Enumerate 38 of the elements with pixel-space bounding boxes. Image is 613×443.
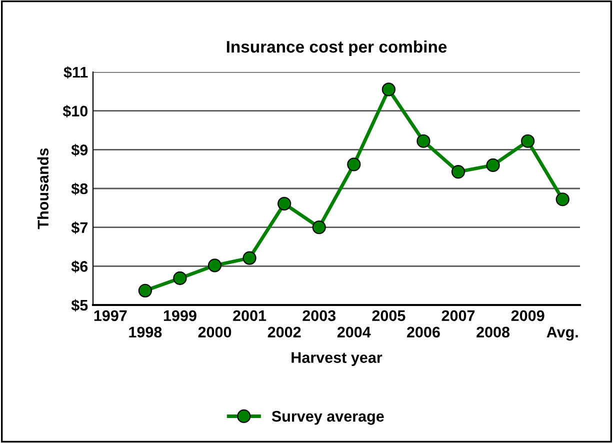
x-tick-label: Avg. — [546, 326, 578, 341]
point — [242, 251, 256, 265]
point — [208, 258, 222, 272]
x-tick-label: 2006 — [407, 326, 440, 338]
point — [347, 158, 361, 172]
x-axis-title: Harvest year — [292, 352, 382, 366]
point — [556, 192, 570, 206]
y-tick-label: $8 — [71, 182, 88, 196]
point — [521, 134, 535, 148]
y-axis-title: Thousands — [37, 148, 49, 230]
point — [312, 220, 326, 234]
point — [173, 271, 187, 286]
x-tick-label: 1997 — [94, 310, 127, 322]
legend-label: Survey average — [272, 410, 384, 425]
point — [278, 196, 292, 210]
point — [416, 134, 430, 148]
x-tick-label: 1999 — [164, 310, 196, 322]
chart-title: Insurance cost per combine — [226, 40, 447, 56]
x-tick-label: 2003 — [302, 310, 336, 322]
x-tick-label: 2001 — [233, 310, 266, 322]
x-tick-label: 1998 — [129, 326, 162, 338]
point — [486, 158, 500, 172]
y-tick-label: $10 — [62, 105, 88, 118]
point — [451, 164, 466, 179]
y-tick-label: $9 — [71, 144, 88, 156]
x-tick-label: 2000 — [198, 326, 232, 338]
x-tick-label: 2008 — [476, 326, 510, 338]
x-tick-label: 2002 — [268, 326, 301, 338]
x-tick-label: 2005 — [372, 310, 406, 322]
x-tick-label: 2009 — [511, 310, 544, 322]
point — [138, 284, 152, 298]
x-tick-label: 2007 — [442, 310, 475, 322]
x-tick-label: 2004 — [337, 326, 371, 338]
y-tick-label: $5 — [71, 299, 88, 312]
y-tick-label: $7 — [71, 222, 88, 234]
y-tick-label: $6 — [71, 260, 88, 273]
point — [382, 82, 396, 96]
y-tick-label: $11 — [64, 66, 88, 79]
